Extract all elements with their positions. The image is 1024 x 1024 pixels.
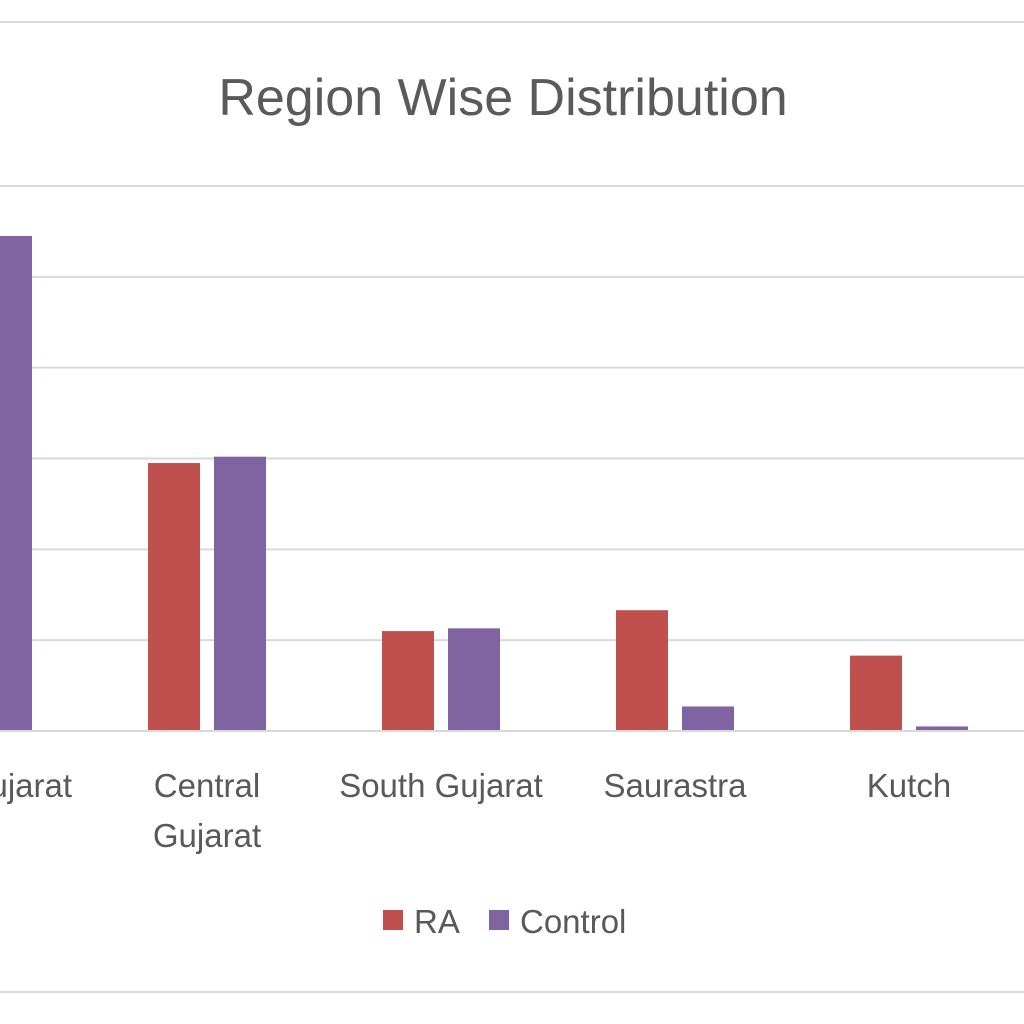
bar-ra-2 <box>382 631 434 731</box>
legend-label-control: Control <box>520 903 626 940</box>
chart-title: Region Wise Distribution <box>218 69 787 127</box>
category-labels: North Gujarat Central Gujarat South Gujarat… <box>0 767 951 854</box>
legend-swatch-control <box>489 910 509 930</box>
bar-ra-4 <box>850 655 902 731</box>
category-label: North Gujarat <box>0 767 72 804</box>
bar-control-4 <box>916 726 968 731</box>
legend-label-ra: RA <box>414 903 460 940</box>
category-label: Saurastra <box>603 767 747 804</box>
bar-ra-1 <box>148 463 200 731</box>
category-label: South Gujarat <box>339 767 543 804</box>
legend-swatch-ra <box>383 910 403 930</box>
bar-ra-3 <box>616 610 668 731</box>
category-label: Central <box>154 767 260 804</box>
bar-control-1 <box>214 456 266 731</box>
legend: RA Control <box>383 903 626 940</box>
category-label: Gujarat <box>153 817 261 854</box>
bars <box>0 235 968 732</box>
category-label: Kutch <box>867 767 951 804</box>
bar-control-2 <box>448 628 500 731</box>
bar-control-0 <box>0 235 32 732</box>
bar-control-3 <box>682 706 734 731</box>
